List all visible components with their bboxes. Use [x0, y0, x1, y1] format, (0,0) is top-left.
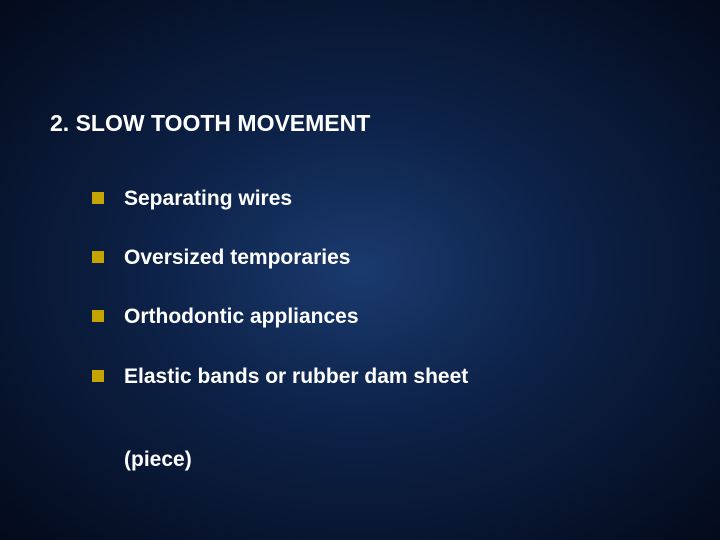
bullet-text: Separating wires [124, 186, 292, 211]
bullet-square-icon [92, 192, 104, 204]
list-item: Orthodontic appliances [92, 304, 468, 329]
bullet-square-icon [92, 251, 104, 263]
continuation-text: (piece) [124, 448, 192, 472]
list-item: Elastic bands or rubber dam sheet [92, 364, 468, 389]
list-item: Separating wires [92, 186, 468, 211]
bullet-square-icon [92, 370, 104, 382]
bullet-text: Elastic bands or rubber dam sheet [124, 364, 468, 389]
bullet-list: Separating wires Oversized temporaries O… [92, 186, 468, 423]
slide-title: 2. SLOW TOOTH MOVEMENT [50, 110, 370, 137]
bullet-square-icon [92, 310, 104, 322]
list-item: Oversized temporaries [92, 245, 468, 270]
bullet-text: Oversized temporaries [124, 245, 350, 270]
bullet-text: Orthodontic appliances [124, 304, 359, 329]
slide: 2. SLOW TOOTH MOVEMENT Separating wires … [0, 0, 720, 540]
